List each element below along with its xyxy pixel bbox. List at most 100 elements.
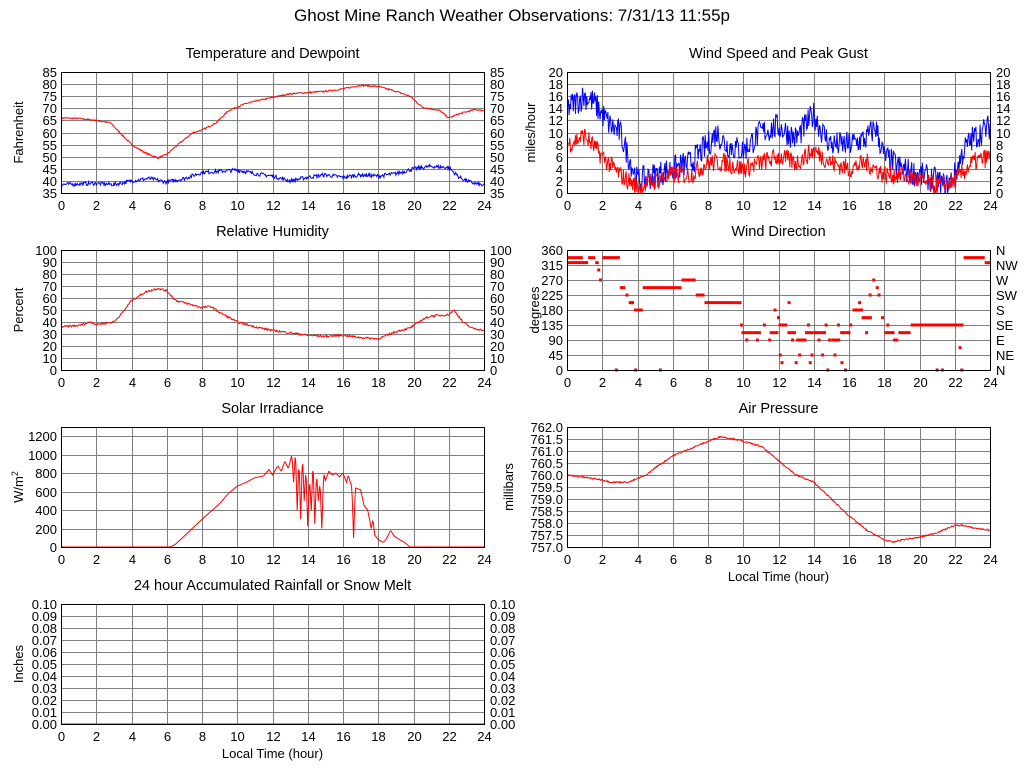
x-tick-label: 22 — [442, 375, 456, 390]
y-tick-label: 758.0 — [530, 516, 563, 531]
series-line — [567, 87, 991, 194]
y-axis-label: millibars — [501, 463, 516, 511]
y-axis-label: Percent — [11, 287, 26, 332]
x-tick-label: 14 — [301, 198, 315, 213]
x-tick-label: 0 — [58, 552, 65, 567]
plot-frame — [61, 72, 485, 194]
y-right-tick-label: E — [996, 333, 1005, 348]
y-tick-label: 4 — [556, 162, 563, 177]
x-tick-label: 6 — [164, 198, 171, 213]
y-tick-label: 0 — [556, 363, 563, 378]
y-tick-label: 400 — [35, 503, 57, 518]
x-tick-label: 12 — [772, 552, 786, 567]
direction-point — [858, 301, 862, 305]
direction-point — [956, 323, 960, 327]
y-tick-label: 0.05 — [32, 657, 57, 672]
x-tick-label: 10 — [230, 729, 244, 744]
y-tick-label: 0 — [50, 540, 57, 555]
x-tick-label: 22 — [948, 198, 962, 213]
x-tick-label: 0 — [58, 729, 65, 744]
x-tick-label: 10 — [736, 552, 750, 567]
y-right-tick-label: 0.06 — [490, 645, 515, 660]
x-tick-label: 16 — [336, 375, 350, 390]
direction-point — [791, 338, 795, 342]
panel-title: Relative Humidity — [216, 224, 330, 240]
x-tick-label: 18 — [877, 375, 891, 390]
y-tick-label: 180 — [541, 303, 563, 318]
direction-point — [755, 338, 759, 342]
y-tick-label: 360 — [541, 243, 563, 258]
y-tick-label: 14 — [549, 101, 563, 116]
x-tick-label: 14 — [301, 729, 315, 744]
y-right-tick-label: 55 — [490, 138, 504, 153]
y-tick-label: 761.0 — [530, 444, 563, 459]
panel-title: Wind Direction — [731, 224, 825, 240]
y-tick-label: 40 — [43, 315, 57, 330]
x-tick-label: 8 — [705, 552, 712, 567]
x-tick-label: 20 — [407, 552, 421, 567]
y-right-tick-label: 14 — [996, 101, 1010, 116]
x-tick-label: 4 — [129, 198, 136, 213]
x-tick-label: 14 — [301, 552, 315, 567]
x-tick-label: 20 — [913, 552, 927, 567]
x-tick-label: 8 — [199, 198, 206, 213]
y-right-tick-label: 0 — [490, 363, 497, 378]
y-right-tick-label: 0.02 — [490, 693, 515, 708]
direction-point — [803, 338, 807, 342]
y-tick-label: 760.0 — [530, 468, 563, 483]
x-tick-label: 16 — [842, 375, 856, 390]
plot-frame — [61, 604, 485, 725]
x-tick-label: 10 — [230, 375, 244, 390]
x-tick-label: 2 — [599, 552, 606, 567]
y-tick-label: 80 — [43, 77, 57, 92]
series-line — [566, 435, 990, 544]
y-right-tick-label: W — [996, 273, 1009, 288]
direction-point — [824, 323, 828, 327]
x-tick-label: 6 — [670, 552, 677, 567]
x-tick-label: 8 — [705, 375, 712, 390]
y-axis-label: degrees — [527, 286, 542, 333]
x-tick-label: 20 — [913, 375, 927, 390]
x-tick-label: 24 — [983, 552, 997, 567]
x-tick-label: 12 — [266, 198, 280, 213]
x-tick-label: 0 — [564, 375, 571, 390]
y-tick-label: 225 — [541, 288, 563, 303]
y-right-tick-label: 80 — [490, 77, 504, 92]
plot-frame — [567, 250, 991, 371]
x-tick-label: 4 — [635, 375, 642, 390]
direction-point — [768, 338, 772, 342]
x-tick-label: 0 — [58, 198, 65, 213]
x-tick-label: 6 — [164, 375, 171, 390]
y-right-tick-label: 45 — [490, 162, 504, 177]
y-right-tick-label: 0.05 — [490, 657, 515, 672]
y-right-tick-label: 30 — [490, 327, 504, 342]
x-tick-label: 10 — [230, 552, 244, 567]
y-tick-label: 10 — [549, 126, 563, 141]
x-axis-label: Local Time (hour) — [222, 746, 323, 761]
direction-point — [833, 353, 837, 357]
y-tick-label: 90 — [43, 255, 57, 270]
y-right-tick-label: 8 — [996, 138, 1003, 153]
y-tick-label: 35 — [43, 186, 57, 201]
y-tick-label: 0.01 — [32, 705, 57, 720]
x-tick-label: 8 — [199, 552, 206, 567]
direction-point — [875, 286, 879, 290]
y-right-tick-label: 0.04 — [490, 669, 515, 684]
y-right-tick-label: 20 — [996, 65, 1010, 80]
x-tick-label: 4 — [129, 729, 136, 744]
y-tick-label: 70 — [43, 101, 57, 116]
y-tick-label: 100 — [35, 243, 57, 258]
direction-point — [630, 301, 634, 305]
y-axis-label: Inches — [11, 644, 26, 683]
y-tick-label: 12 — [549, 113, 563, 128]
plot-frame — [567, 72, 991, 194]
y-tick-label: 0.09 — [32, 609, 57, 624]
y-right-tick-label: 70 — [490, 101, 504, 116]
x-tick-label: 6 — [670, 198, 677, 213]
x-tick-label: 18 — [371, 552, 385, 567]
y-tick-label: 1200 — [28, 429, 57, 444]
direction-point — [808, 361, 812, 365]
